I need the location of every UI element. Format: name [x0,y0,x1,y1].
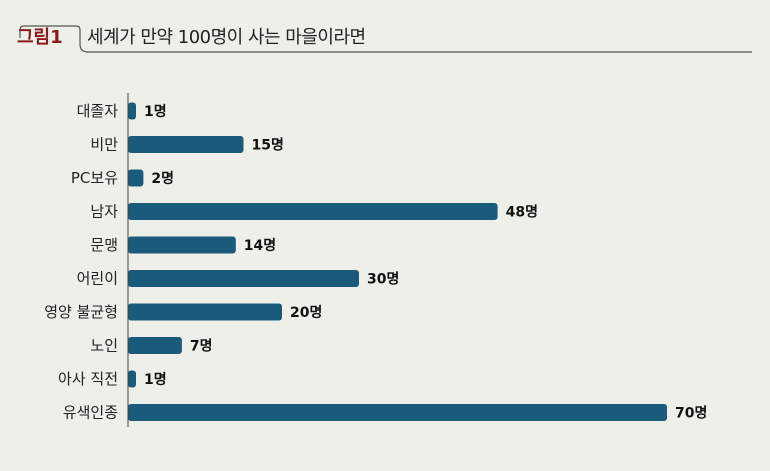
figure-title: 세계가 만약 100명이 사는 마을이라면 [87,27,366,48]
header-decoration [19,25,752,53]
value-label: 14명 [244,237,276,254]
category-label: 아사 직전 [58,370,118,388]
bar [128,337,182,354]
value-label: 20명 [290,304,322,321]
bar [128,270,359,287]
value-label: 2명 [151,170,174,187]
category-label: PC보유 [71,169,118,187]
category-label: 어린이 [77,270,118,288]
value-label: 48명 [506,204,538,221]
category-label: 문맹 [90,236,118,254]
bar [128,102,136,120]
category-label: 노인 [90,337,118,355]
bar [128,370,136,388]
value-label: 15명 [252,137,284,154]
bar [128,203,498,220]
header-rule [19,25,752,53]
bar [128,404,667,421]
bar [128,236,236,254]
value-label: 1명 [144,371,167,388]
category-label: 비만 [90,136,118,154]
value-label: 30명 [367,271,399,288]
figure-number: 그림1 [17,27,63,48]
bar [128,136,244,153]
bar [128,169,144,187]
bar [128,303,282,321]
figure-header: 그림1 세계가 만약 100명이 사는 마을이라면 [0,0,770,60]
category-label: 영양 불균형 [44,303,118,321]
value-label: 7명 [190,338,213,355]
category-label: 남자 [90,203,118,221]
value-label: 70명 [675,405,707,422]
value-label: 1명 [144,103,167,120]
category-label: 대졸자 [77,102,119,120]
category-label: 유색인종 [63,404,118,422]
